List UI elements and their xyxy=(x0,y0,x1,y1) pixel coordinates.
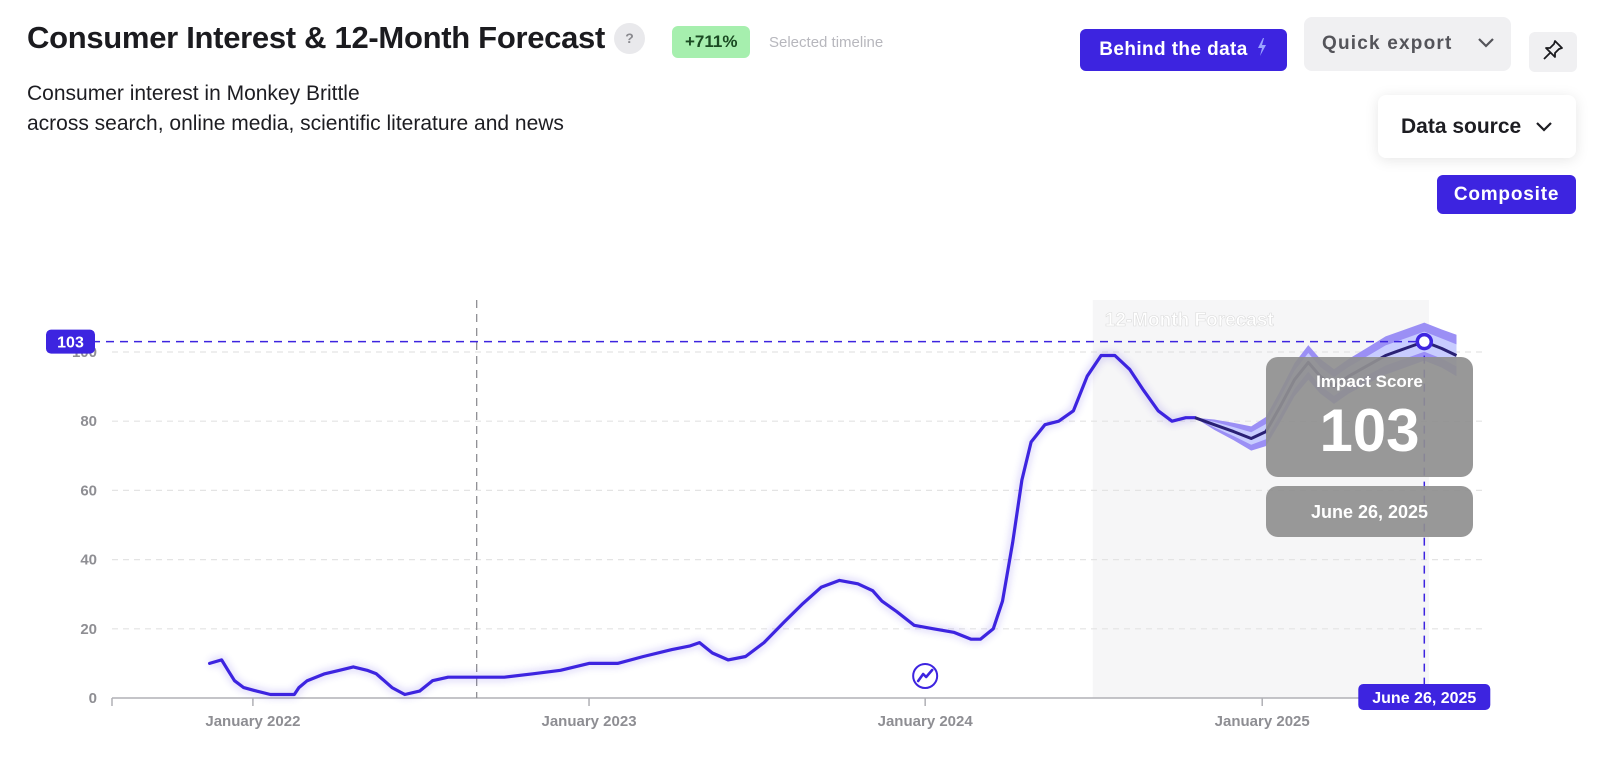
tooltip-value: 103 xyxy=(1319,397,1419,464)
behind-the-data-label: Behind the data xyxy=(1099,39,1248,60)
highlight-date-pill xyxy=(1358,684,1491,710)
quick-export-label: Quick export xyxy=(1322,33,1453,54)
tooltip-title: Impact Score xyxy=(1316,372,1423,391)
highlight-value-label: 103 xyxy=(57,335,84,352)
pin-icon xyxy=(1542,39,1564,66)
forecast-label: 12-Month Forecast xyxy=(1105,310,1275,331)
highlight-point xyxy=(1415,332,1434,351)
highlight-value-pill xyxy=(46,329,95,354)
data-source-dropdown[interactable]: Data source xyxy=(1378,95,1576,158)
highlight-date-label: June 26, 2025 xyxy=(1372,690,1476,707)
trend-event-icon-glyph xyxy=(916,668,934,683)
composite-button[interactable]: Composite xyxy=(1437,175,1576,214)
page-title: Consumer Interest & 12-Month Forecast xyxy=(27,20,606,55)
pin-button[interactable] xyxy=(1529,32,1577,72)
chevron-down-icon xyxy=(1477,33,1495,55)
y-tick-label: 80 xyxy=(80,413,97,430)
quick-export-dropdown[interactable]: Quick export xyxy=(1304,17,1511,71)
lightning-icon xyxy=(1256,37,1268,63)
change-badge-note: Selected timeline xyxy=(769,34,884,51)
y-tick-label: 40 xyxy=(80,552,97,569)
x-tick-label: January 2025 xyxy=(1215,713,1310,730)
y-tick-label: 20 xyxy=(80,621,97,638)
tooltip-card xyxy=(1266,357,1473,477)
x-tick-label: January 2023 xyxy=(541,713,636,730)
subtitle-line-2: across search, online media, scientific … xyxy=(27,112,564,135)
question-icon[interactable]: ? xyxy=(614,23,645,54)
data-source-label: Data source xyxy=(1401,114,1522,138)
y-tick-label: 60 xyxy=(80,482,97,499)
tooltip-date: June 26, 2025 xyxy=(1311,502,1428,522)
x-tick-label: January 2022 xyxy=(205,713,300,730)
y-tick-label: 0 xyxy=(89,690,97,707)
behind-the-data-button[interactable]: Behind the data xyxy=(1080,29,1287,71)
chevron-down-icon xyxy=(1535,115,1553,139)
trend-event-icon xyxy=(912,663,939,689)
change-badge: +711% xyxy=(672,26,751,58)
x-tick-label: January 2024 xyxy=(878,713,974,730)
history-line xyxy=(208,353,1197,697)
subtitle-line-1: Consumer interest in Monkey Brittle xyxy=(27,82,360,105)
page-subtitle: Consumer interest in Monkey Brittle acro… xyxy=(27,79,564,139)
tooltip-date-card xyxy=(1266,486,1473,537)
